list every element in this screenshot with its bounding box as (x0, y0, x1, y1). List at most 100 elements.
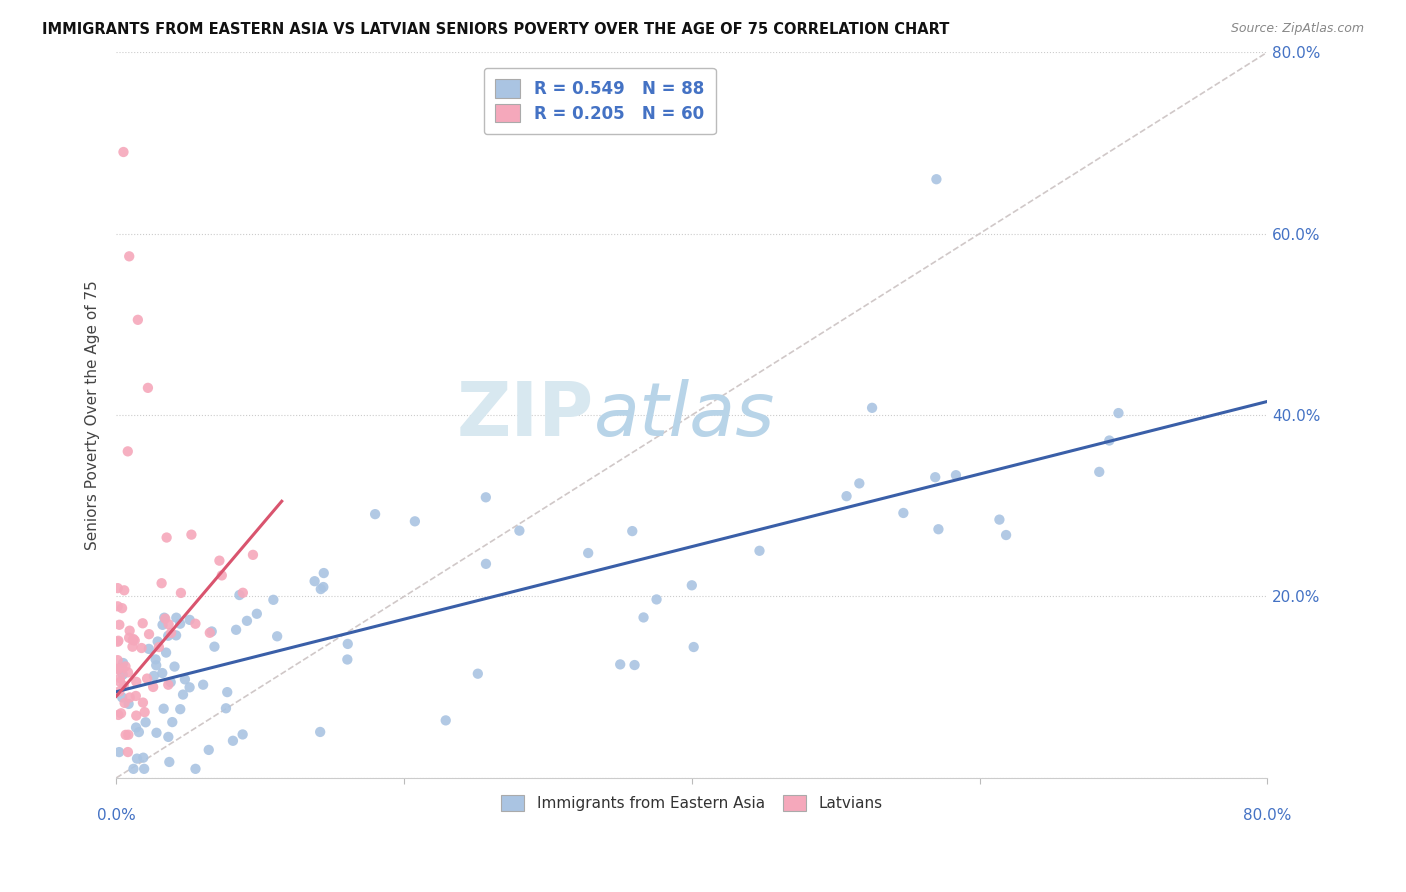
Point (132, 696, 155, 710)
Point (312, 566, 335, 580)
Point (165, 610, 187, 624)
Text: IMMIGRANTS FROM EASTERN ASIA VS LATVIAN SENIORS POVERTY OVER THE AGE OF 75 CORRE: IMMIGRANTS FROM EASTERN ASIA VS LATVIAN … (42, 22, 949, 37)
Point (152, 617, 174, 632)
Point (152, 701, 174, 715)
Point (191, 678, 214, 692)
Point (112, 583, 135, 598)
Point (138, 641, 160, 656)
Point (157, 755, 180, 769)
Point (111, 690, 134, 705)
Point (609, 657, 631, 672)
Point (232, 586, 254, 600)
Point (134, 705, 156, 719)
Point (118, 690, 141, 705)
Point (860, 401, 883, 415)
Point (576, 546, 599, 560)
Point (184, 616, 207, 631)
Point (925, 172, 948, 186)
Point (155, 646, 177, 660)
Point (475, 491, 498, 505)
Point (107, 599, 129, 614)
Point (633, 610, 655, 624)
Point (125, 708, 148, 723)
Point (112, 679, 135, 693)
Point (211, 568, 233, 582)
Point (184, 762, 207, 776)
Point (122, 633, 145, 648)
Point (682, 640, 704, 654)
Point (108, 684, 131, 698)
Text: 0.0%: 0.0% (97, 808, 135, 823)
Point (110, 706, 132, 721)
Point (135, 715, 157, 730)
Point (228, 588, 250, 602)
Point (835, 489, 858, 503)
Point (153, 610, 176, 624)
Point (131, 640, 153, 655)
Point (157, 730, 180, 744)
Text: 80.0%: 80.0% (1243, 808, 1292, 823)
Point (467, 666, 489, 681)
Point (156, 531, 179, 545)
Point (117, 665, 139, 680)
Point (111, 601, 134, 615)
Y-axis label: Seniors Poverty Over the Age of 75: Seniors Poverty Over the Age of 75 (86, 280, 100, 550)
Point (125, 674, 148, 689)
Point (1088, 465, 1111, 479)
Point (215, 701, 238, 715)
Point (127, 313, 149, 327)
Point (125, 689, 148, 703)
Point (114, 696, 136, 710)
Point (157, 629, 180, 643)
Point (117, 728, 139, 742)
Point (170, 586, 193, 600)
Point (134, 762, 156, 776)
Point (118, 631, 141, 645)
Point (304, 574, 326, 589)
Point (160, 626, 183, 640)
Point (927, 522, 949, 536)
Point (159, 675, 181, 690)
Point (111, 661, 134, 675)
Point (150, 666, 173, 681)
Point (945, 468, 967, 483)
Point (117, 444, 139, 458)
Point (118, 624, 141, 638)
Point (174, 673, 197, 687)
Point (508, 524, 530, 538)
Point (208, 554, 231, 568)
Point (1107, 406, 1129, 420)
Point (848, 476, 870, 491)
Point (131, 616, 153, 631)
Point (111, 667, 134, 681)
Point (107, 581, 129, 595)
Point (364, 507, 387, 521)
Point (117, 745, 139, 759)
Point (236, 614, 259, 628)
Point (163, 659, 186, 673)
Point (180, 527, 202, 541)
Point (222, 733, 245, 747)
Point (114, 659, 136, 673)
Point (157, 678, 180, 692)
Point (312, 580, 335, 594)
Point (107, 662, 129, 676)
Point (150, 576, 173, 591)
Point (309, 582, 332, 596)
Point (136, 381, 159, 395)
Point (179, 613, 201, 627)
Point (138, 627, 160, 641)
Point (145, 658, 167, 673)
Point (132, 750, 155, 764)
Point (475, 557, 498, 571)
Point (201, 624, 224, 639)
Point (198, 625, 221, 640)
Point (108, 617, 131, 632)
Point (1098, 434, 1121, 448)
Point (146, 634, 169, 648)
Point (107, 633, 129, 648)
Point (246, 607, 269, 621)
Point (995, 528, 1018, 542)
Point (204, 640, 226, 654)
Point (108, 671, 131, 685)
